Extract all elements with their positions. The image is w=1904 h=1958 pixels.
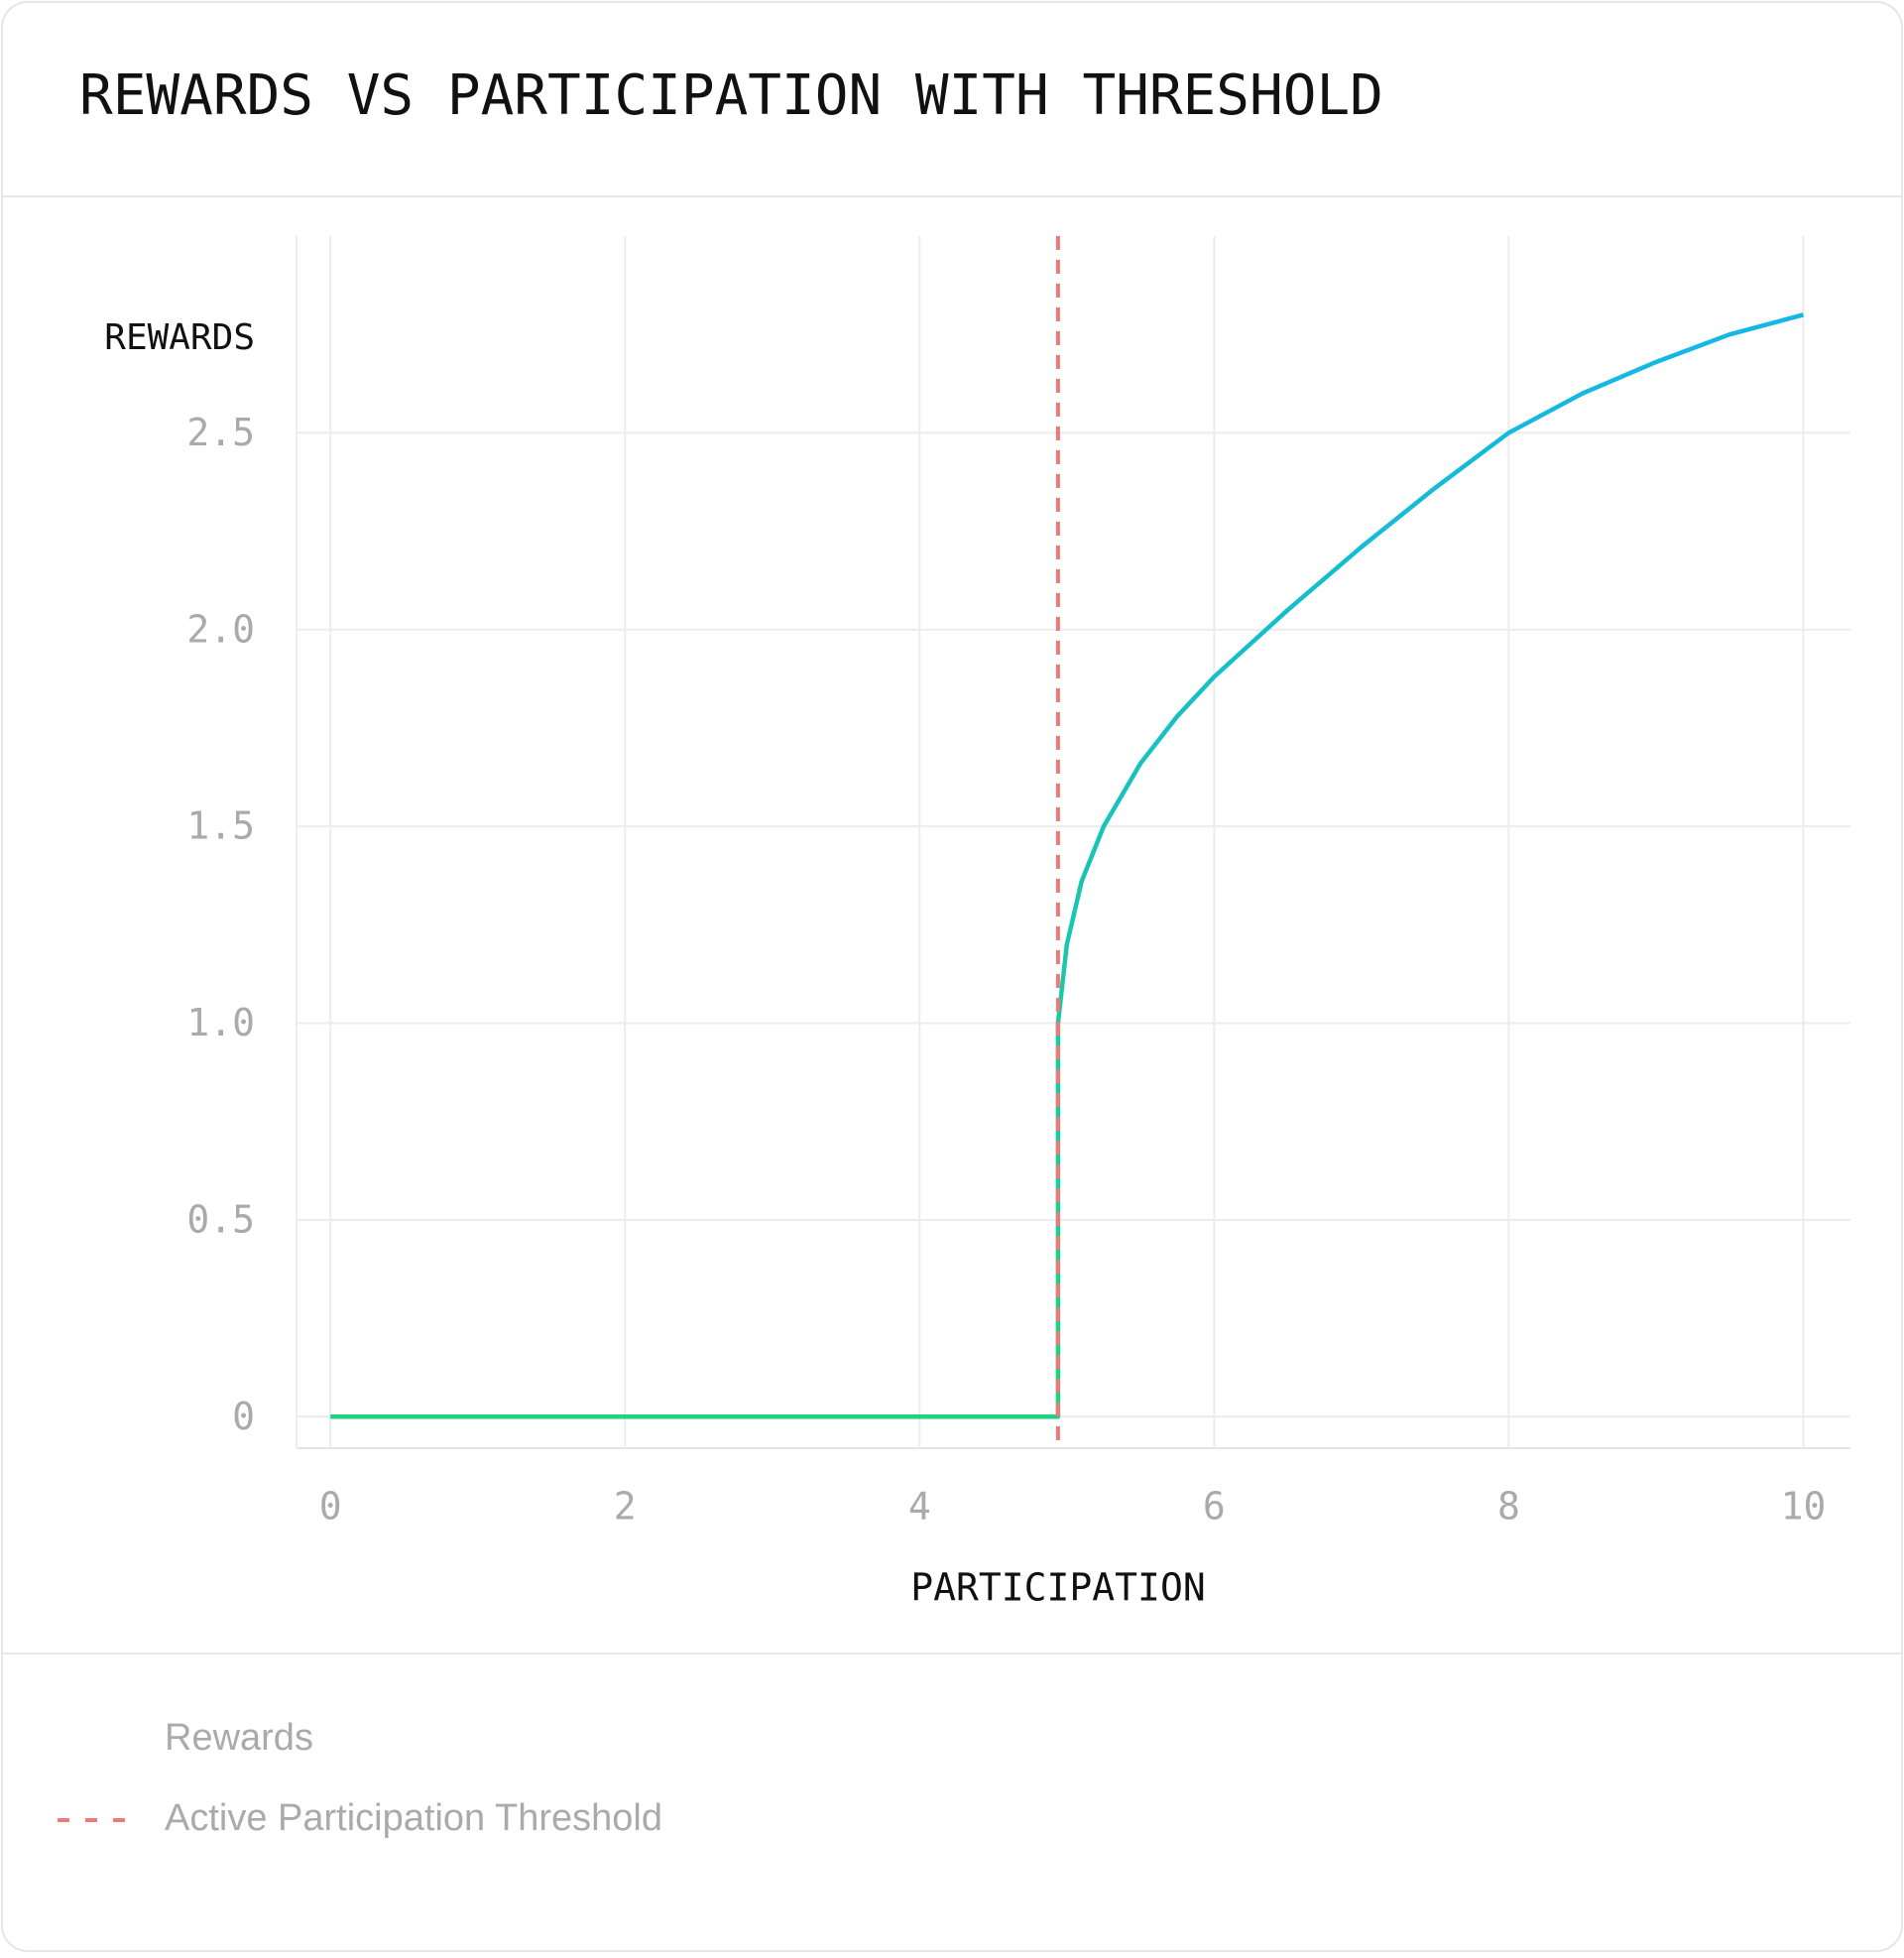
legend: Rewards Active Participation Threshold xyxy=(58,1717,662,1839)
x-tick-label: 2 xyxy=(614,1485,637,1529)
y-tick-label: 1.0 xyxy=(186,1001,255,1044)
x-tick-label: 4 xyxy=(908,1485,931,1529)
y-tick-label: 2.0 xyxy=(186,607,255,651)
x-tick-label: 8 xyxy=(1497,1485,1520,1529)
x-axis-label: PARTICIPATION xyxy=(910,1566,1205,1610)
legend-label: Rewards xyxy=(165,1717,313,1759)
legend-label: Active Participation Threshold xyxy=(165,1797,662,1839)
y-tick-label: 1.5 xyxy=(186,804,255,848)
rewards-line xyxy=(330,312,1805,1419)
y-axis-label: REWARDS xyxy=(104,317,255,358)
x-tick-label: 6 xyxy=(1203,1485,1226,1529)
y-tick-label: 0 xyxy=(232,1395,255,1438)
x-tick-label: 0 xyxy=(319,1485,342,1529)
x-tick-label: 10 xyxy=(1781,1485,1827,1529)
chart-title: REWARDS VS PARTICIPATION WITH THRESHOLD xyxy=(79,63,1383,128)
y-tick-label: 0.5 xyxy=(186,1197,255,1241)
y-tick-label: 2.5 xyxy=(186,411,255,454)
